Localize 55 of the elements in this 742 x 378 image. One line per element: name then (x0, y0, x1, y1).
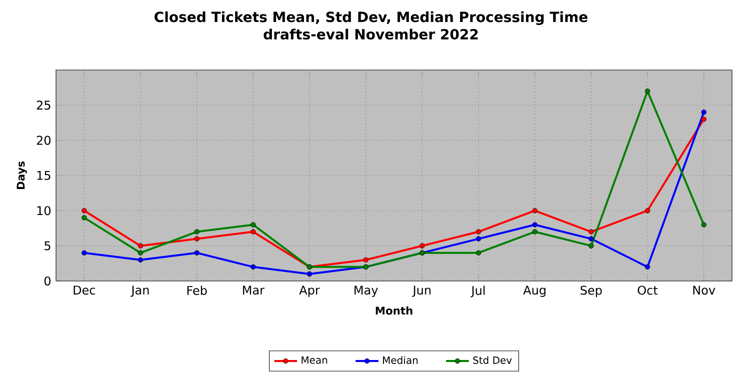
point (532, 208, 538, 214)
x-tick-label: Mar (243, 286, 264, 295)
y-tick-label: 5 (44, 241, 50, 250)
x-tick-label: Apr (299, 286, 320, 297)
point (588, 236, 594, 242)
x-tick-label: Dec (74, 286, 96, 295)
point (644, 208, 650, 214)
point (194, 236, 200, 242)
point (701, 116, 706, 122)
point (250, 222, 256, 228)
point (250, 229, 256, 234)
x-tick-label: Jan (130, 286, 149, 297)
x-tick-label: Oct (638, 286, 658, 295)
point (250, 264, 256, 270)
point (363, 257, 368, 262)
x-tick-label: Nov (693, 286, 716, 295)
point (138, 250, 144, 256)
point (476, 250, 482, 256)
point (82, 208, 87, 214)
point (476, 229, 482, 234)
point (644, 88, 650, 94)
x-tick-label: Feb (187, 286, 207, 295)
x-tick-label: Jun (412, 286, 431, 297)
legend-label: Std Dev (473, 356, 512, 364)
y-tick-label: 15 (37, 171, 50, 180)
point (194, 229, 200, 234)
point (588, 229, 594, 234)
x-tick-label: Sep (580, 286, 602, 298)
point (701, 222, 706, 228)
point (194, 250, 200, 256)
chart-subtitle: drafts-eval November 2022 (264, 28, 478, 40)
point (82, 250, 87, 256)
y-axis-title: Days (16, 161, 27, 190)
point (82, 215, 87, 220)
y-tick-label: 25 (36, 100, 50, 110)
point (701, 110, 706, 115)
x-axis-title: Month (376, 306, 412, 315)
x-tick-label: Jul (470, 286, 485, 298)
point (476, 236, 482, 242)
point (306, 271, 312, 277)
point (420, 243, 425, 248)
x-tick-label: Aug (523, 286, 546, 297)
point (532, 222, 538, 228)
point (644, 264, 650, 270)
point (588, 243, 594, 248)
point (138, 257, 144, 262)
point (138, 243, 144, 248)
x-tick-label: May (354, 286, 378, 297)
legend-label: Mean (302, 356, 328, 364)
y-tick-label: 0 (44, 276, 51, 286)
chart-title: Closed Tickets Mean, Std Dev, Median Processing Time (154, 11, 588, 26)
legend-label: Median (383, 356, 418, 364)
y-tick-label: 10 (37, 206, 51, 216)
point (532, 229, 538, 234)
y-tick-label: 20 (36, 136, 51, 145)
